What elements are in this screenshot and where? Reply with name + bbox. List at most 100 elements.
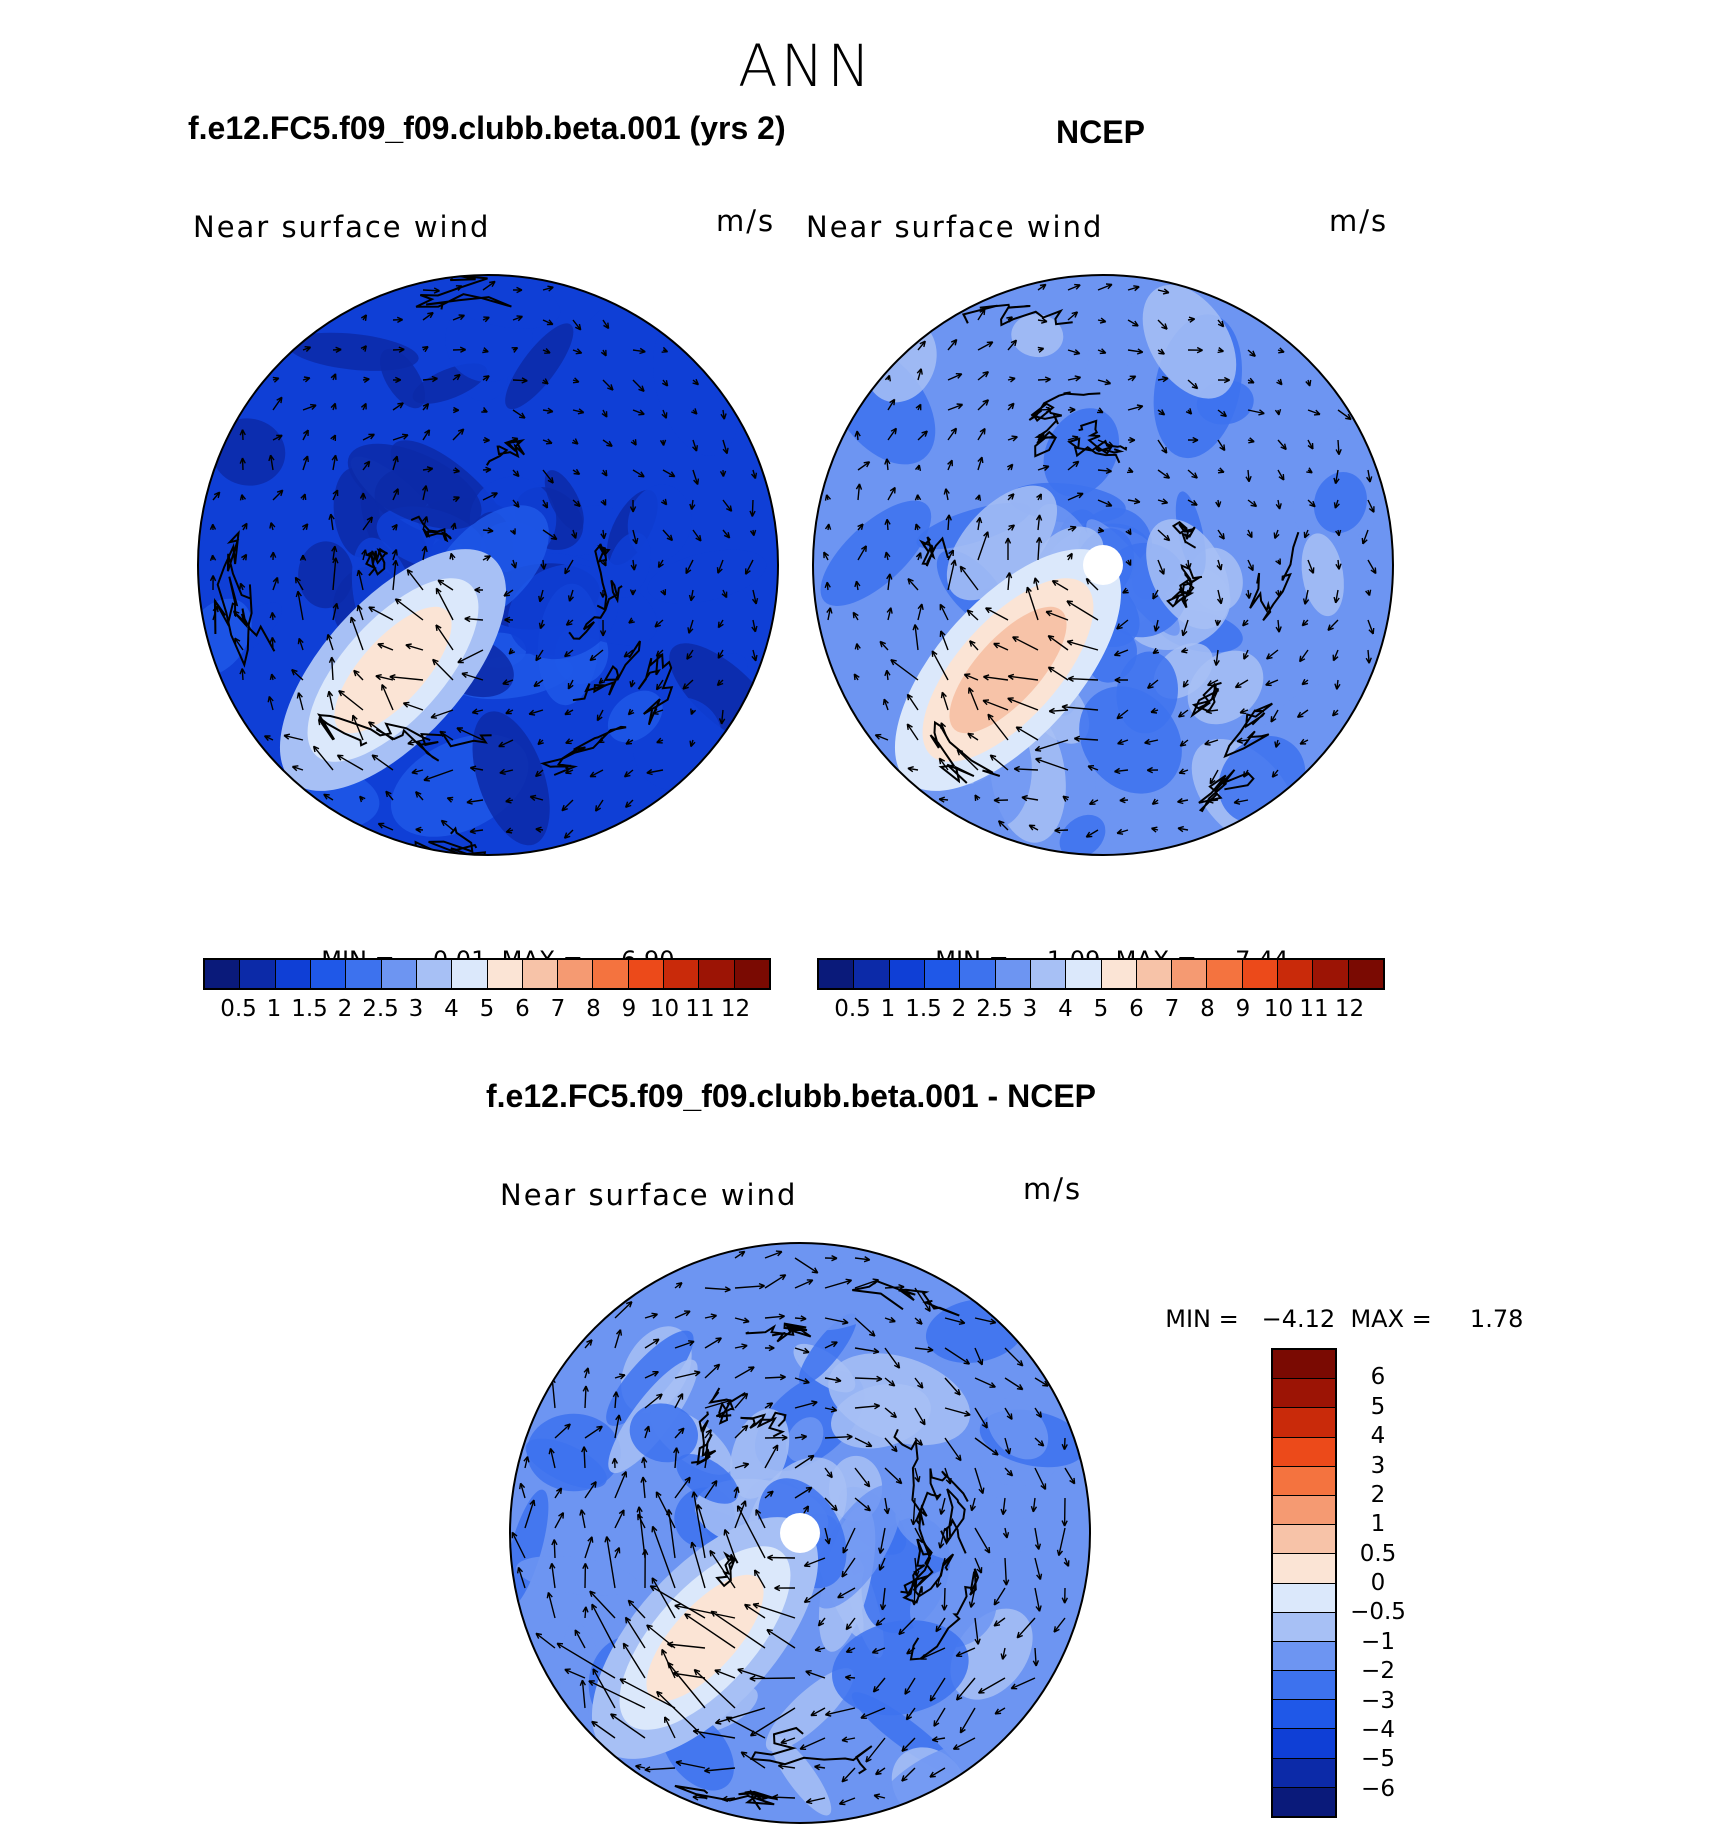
wind-vector-arrow	[854, 580, 861, 591]
wind-vector-arrow	[704, 1479, 718, 1499]
wind-vector-arrow	[693, 1668, 736, 1709]
wind-vector-arrow	[1157, 409, 1166, 416]
wind-vector-arrow	[1217, 347, 1224, 354]
contour-blob	[770, 1735, 832, 1816]
wind-vector-arrow	[535, 826, 544, 833]
wind-vector-arrow	[508, 648, 516, 655]
wind-vector-arrow	[567, 589, 575, 602]
wind-vector-arrow	[591, 1720, 616, 1739]
model-colorbar-tick-label: 9	[621, 996, 637, 1022]
wind-vector-arrow	[302, 403, 317, 411]
wind-vector-arrow	[977, 1677, 1006, 1694]
wind-vector-arrow	[549, 1562, 556, 1589]
obs-colorbar-cell	[854, 960, 890, 988]
wind-vector-arrow	[824, 523, 832, 531]
wind-vector-arrow	[914, 1437, 923, 1446]
wind-vector-arrow	[565, 738, 574, 745]
coastline	[749, 1726, 873, 1775]
wind-vector-arrow	[330, 434, 337, 442]
wind-vector-arrow	[969, 1497, 977, 1512]
wind-vector-arrow	[920, 1647, 946, 1660]
wind-vector-arrow	[1025, 586, 1039, 621]
wind-vector-arrow	[1299, 649, 1309, 663]
wind-vector-arrow	[914, 1317, 923, 1325]
wind-vector-arrow	[824, 494, 832, 501]
wind-vector-arrow	[977, 308, 986, 321]
wind-vector-arrow	[1275, 558, 1281, 566]
wind-vector-arrow	[1216, 559, 1223, 571]
wind-vector-arrow	[917, 340, 926, 351]
wind-vector-arrow	[614, 1329, 623, 1349]
wind-vector-arrow	[661, 379, 669, 387]
wind-vector-arrow	[675, 1760, 706, 1769]
wind-vector-arrow	[1063, 1557, 1070, 1567]
obs-colorbar-tick-label: 4	[1058, 996, 1073, 1022]
wind-vector-arrow	[632, 347, 646, 355]
wind-vector-arrow	[1127, 319, 1139, 327]
wind-vector-arrow	[714, 1669, 736, 1679]
wind-vector-arrow	[955, 1647, 976, 1657]
wind-vector-arrow	[1061, 704, 1099, 711]
wind-vector-arrow	[336, 754, 364, 771]
wind-vector-arrow	[1301, 619, 1309, 627]
wind-vector-layer	[823, 283, 1377, 838]
wind-vector-arrow	[826, 607, 833, 621]
contour-blob	[647, 549, 767, 604]
wind-vector-arrow	[692, 469, 700, 485]
wind-vector-arrow	[1007, 697, 1039, 711]
wind-vector-arrow	[887, 486, 896, 501]
wind-vector-arrow	[1152, 647, 1160, 655]
wind-vector-arrow	[944, 1467, 952, 1485]
wind-vector-arrow	[1037, 406, 1052, 413]
contour-blob	[505, 323, 574, 410]
coastline	[1078, 419, 1125, 455]
diff-colorbar-tick-label: 1	[1370, 1511, 1386, 1538]
wind-vector-arrow	[963, 673, 979, 681]
wind-vector-arrow	[1097, 317, 1107, 324]
wind-vector-arrow	[1179, 739, 1189, 747]
wind-vector-arrow	[1034, 1407, 1043, 1419]
wind-vector-arrow	[1327, 619, 1339, 631]
wind-vector-arrow	[1157, 469, 1171, 479]
wind-vector-arrow	[765, 1344, 775, 1352]
coastline	[572, 640, 641, 702]
wind-vector-arrow	[1185, 408, 1193, 415]
obs-colorbar	[817, 958, 1385, 990]
wind-vector-arrow	[974, 1377, 996, 1388]
wind-vector-arrow	[977, 427, 986, 441]
wind-vector-arrow	[630, 439, 637, 446]
wind-vector-arrow	[871, 1647, 886, 1654]
contour-blob	[730, 1408, 790, 1499]
wind-vector-arrow	[842, 1527, 856, 1554]
wind-vector-arrow	[212, 605, 219, 621]
coastline	[715, 1551, 739, 1588]
wind-vector-arrow	[600, 349, 607, 357]
wind-vector-arrow	[1217, 409, 1228, 418]
wind-vector-arrow	[651, 1525, 676, 1589]
wind-vector-arrow	[914, 494, 922, 501]
coastline	[893, 1428, 934, 1586]
wind-vector-arrow	[704, 1429, 712, 1439]
wind-vector-arrow	[456, 727, 484, 741]
wind-vector-arrow	[582, 1385, 589, 1409]
wind-vector-arrow	[655, 1491, 676, 1529]
wind-vector-arrow	[1127, 348, 1144, 355]
wind-vector-arrow	[662, 469, 676, 478]
wind-vector-arrow	[537, 738, 544, 746]
coastline	[1171, 520, 1197, 549]
wind-vector-arrow	[422, 466, 434, 473]
wind-vector-arrow	[331, 545, 338, 561]
wind-vector-arrow	[561, 799, 574, 812]
wind-vector-arrow	[799, 1737, 826, 1750]
wind-vector-arrow	[600, 559, 607, 567]
wind-vector-arrow	[601, 409, 608, 418]
wind-vector-arrow	[519, 1482, 526, 1499]
wind-vector-arrow	[855, 483, 863, 501]
wind-vector-arrow	[582, 1562, 589, 1589]
wind-vector-arrow	[824, 1376, 842, 1384]
wind-vector-arrow	[572, 408, 585, 415]
wind-vector-arrow	[686, 649, 694, 660]
wind-vector-arrow	[1184, 529, 1191, 540]
wind-vector-arrow	[744, 1603, 766, 1619]
wind-vector-arrow	[1061, 1497, 1068, 1527]
